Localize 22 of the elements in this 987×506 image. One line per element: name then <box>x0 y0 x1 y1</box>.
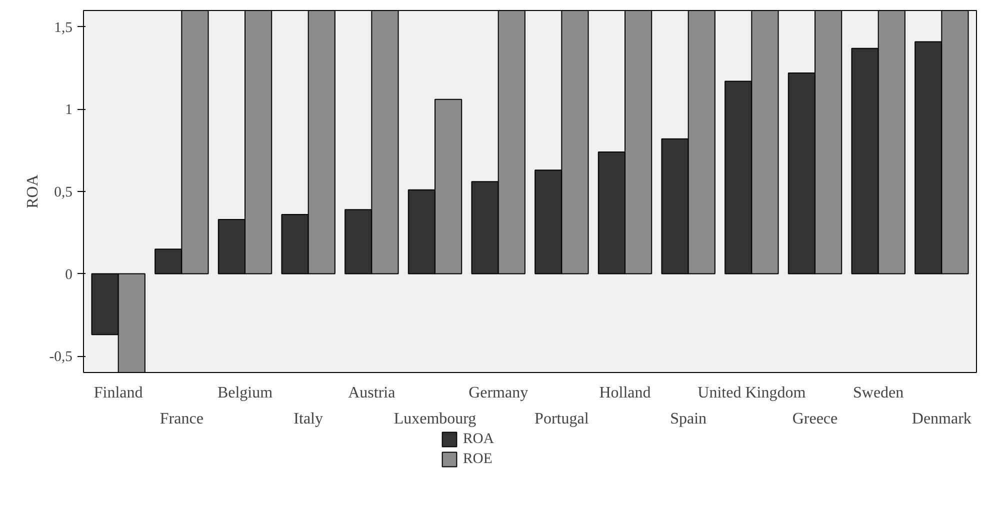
x-tick-label: United Kingdom <box>698 384 806 402</box>
x-tick-label: Finland <box>94 384 143 402</box>
x-tick-label: Denmark <box>912 410 972 428</box>
y-tick-label: 1 <box>65 102 72 118</box>
x-tick-label: Germany <box>468 384 528 402</box>
x-tick-label: France <box>160 410 204 428</box>
legend-label: ROE <box>463 450 492 468</box>
x-tick-label: Greece <box>792 410 838 428</box>
y-tick-label: 0,5 <box>54 184 73 200</box>
x-tick-label: Belgium <box>217 384 274 402</box>
x-tick-label: Spain <box>670 410 707 428</box>
legend-label: ROA <box>463 430 494 448</box>
x-tick-label: Austria <box>348 384 396 402</box>
y-axis-title: ROA <box>24 174 42 208</box>
x-tick-label: Luxembourg <box>394 410 476 428</box>
x-tick-label: Italy <box>294 410 323 428</box>
y-tick-label: -0,5 <box>49 349 72 366</box>
y-tick-label: 0 <box>65 266 72 283</box>
x-tick-label: Portugal <box>534 410 590 428</box>
x-tick-label: Holland <box>599 384 651 402</box>
y-tick-label: 1,5 <box>54 20 73 36</box>
x-tick-label: Sweden <box>853 384 904 402</box>
